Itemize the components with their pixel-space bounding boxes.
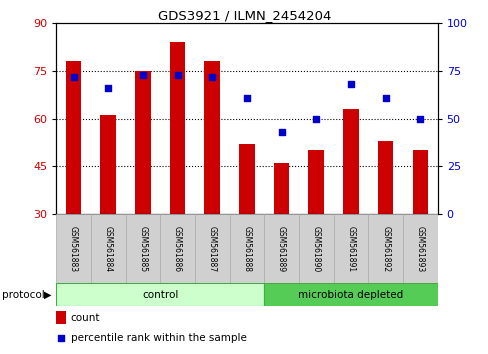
Text: ▶: ▶: [44, 290, 52, 300]
Bar: [100, 115, 116, 214]
Bar: [229, 214, 264, 283]
Text: GSM561889: GSM561889: [277, 225, 285, 272]
Text: GSM561888: GSM561888: [242, 226, 251, 272]
Bar: [298, 214, 333, 283]
Text: GSM561891: GSM561891: [346, 225, 355, 272]
Point: [104, 85, 112, 91]
Bar: [125, 214, 160, 283]
Text: GSM561884: GSM561884: [103, 225, 113, 272]
Text: microbiota depleted: microbiota depleted: [298, 290, 403, 300]
Bar: [367, 214, 402, 283]
Bar: [56, 283, 264, 306]
Text: GSM561893: GSM561893: [415, 225, 424, 272]
Bar: [333, 214, 367, 283]
Text: GDS3921 / ILMN_2454204: GDS3921 / ILMN_2454204: [158, 9, 330, 22]
Bar: [135, 71, 150, 214]
Bar: [169, 42, 185, 214]
Bar: [239, 144, 254, 214]
Bar: [264, 283, 437, 306]
Bar: [412, 150, 427, 214]
Text: protocol: protocol: [2, 290, 45, 300]
Bar: [343, 109, 358, 214]
Point: [416, 116, 424, 121]
Bar: [160, 214, 195, 283]
Point: [208, 74, 216, 79]
Point: [69, 74, 77, 79]
Bar: [91, 214, 125, 283]
Point: [277, 129, 285, 135]
Text: percentile rank within the sample: percentile rank within the sample: [71, 333, 246, 343]
Bar: [402, 214, 437, 283]
Text: GSM561886: GSM561886: [173, 225, 182, 272]
Bar: [308, 150, 324, 214]
Text: GSM561885: GSM561885: [138, 225, 147, 272]
Bar: [273, 163, 289, 214]
Text: GSM561890: GSM561890: [311, 225, 320, 272]
Bar: [204, 61, 220, 214]
Point: [57, 336, 64, 341]
Bar: [264, 214, 298, 283]
Bar: [65, 61, 81, 214]
Point: [346, 81, 354, 87]
Text: GSM561892: GSM561892: [380, 225, 389, 272]
Text: GSM561883: GSM561883: [69, 225, 78, 272]
Bar: [195, 214, 229, 283]
Point: [312, 116, 320, 121]
Bar: [56, 311, 65, 324]
Text: control: control: [142, 290, 178, 300]
Text: GSM561887: GSM561887: [207, 225, 216, 272]
Bar: [56, 214, 91, 283]
Point: [173, 72, 181, 78]
Point: [243, 95, 250, 101]
Point: [139, 72, 146, 78]
Bar: [377, 141, 393, 214]
Point: [381, 95, 389, 101]
Text: count: count: [71, 313, 100, 323]
